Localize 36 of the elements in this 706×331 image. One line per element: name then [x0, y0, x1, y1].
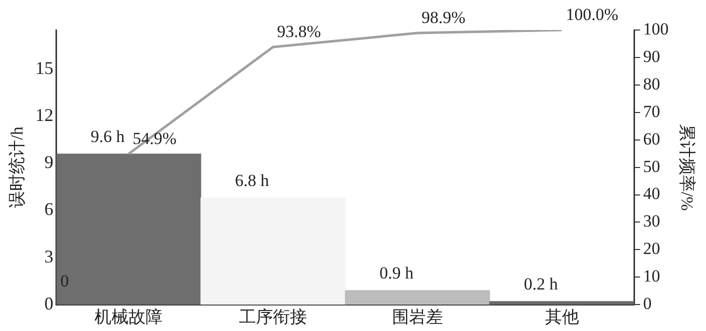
- y-tick-label: 12: [35, 105, 54, 126]
- bar: [344, 290, 490, 305]
- y2-tick-label: 10: [643, 266, 660, 286]
- data-label: 98.9%: [421, 8, 466, 27]
- y2-tick-label: 100: [643, 19, 669, 38]
- y2-tick-label: 40: [643, 184, 660, 204]
- y2-tick-label: 80: [643, 74, 660, 94]
- y-tick-label: 6: [44, 199, 54, 220]
- x-tick-label: 围岩差: [392, 307, 443, 326]
- data-label: 0.2 h: [524, 274, 558, 294]
- y2-tick-label: 90: [643, 46, 660, 66]
- y2-tick-label: 30: [643, 212, 660, 231]
- data-label: 9.6 h: [90, 126, 126, 146]
- x-tick-label: 工序衔接: [239, 307, 308, 326]
- data-label: 0.9 h: [379, 263, 414, 282]
- y-tick-label: 9: [44, 152, 54, 172]
- data-label: 54.9%: [132, 128, 177, 148]
- bar: [56, 154, 202, 305]
- y-tick-label: 15: [35, 58, 54, 78]
- y2-tick-label: 20: [643, 239, 660, 258]
- data-label: 93.8%: [277, 22, 321, 41]
- data-label: 6.8 h: [235, 170, 270, 190]
- y-axis-title: 误时统计/h: [8, 126, 27, 208]
- y2-tick-label: 0: [643, 294, 652, 314]
- y-tick-label: 0: [44, 293, 54, 314]
- annotation: 0: [60, 272, 69, 291]
- y2-tick-label: 70: [643, 102, 660, 121]
- bar: [200, 198, 346, 305]
- x-tick-label: 其他: [544, 307, 579, 326]
- bar: [489, 301, 634, 305]
- x-tick-label: 机械故障: [94, 307, 163, 326]
- data-label: 100.0%: [566, 4, 618, 24]
- y-tick-label: 3: [44, 246, 54, 266]
- y2-axis-title: 累计频率/%: [677, 124, 696, 211]
- y2-tick-label: 60: [643, 129, 660, 148]
- y2-tick-label: 50: [643, 156, 660, 176]
